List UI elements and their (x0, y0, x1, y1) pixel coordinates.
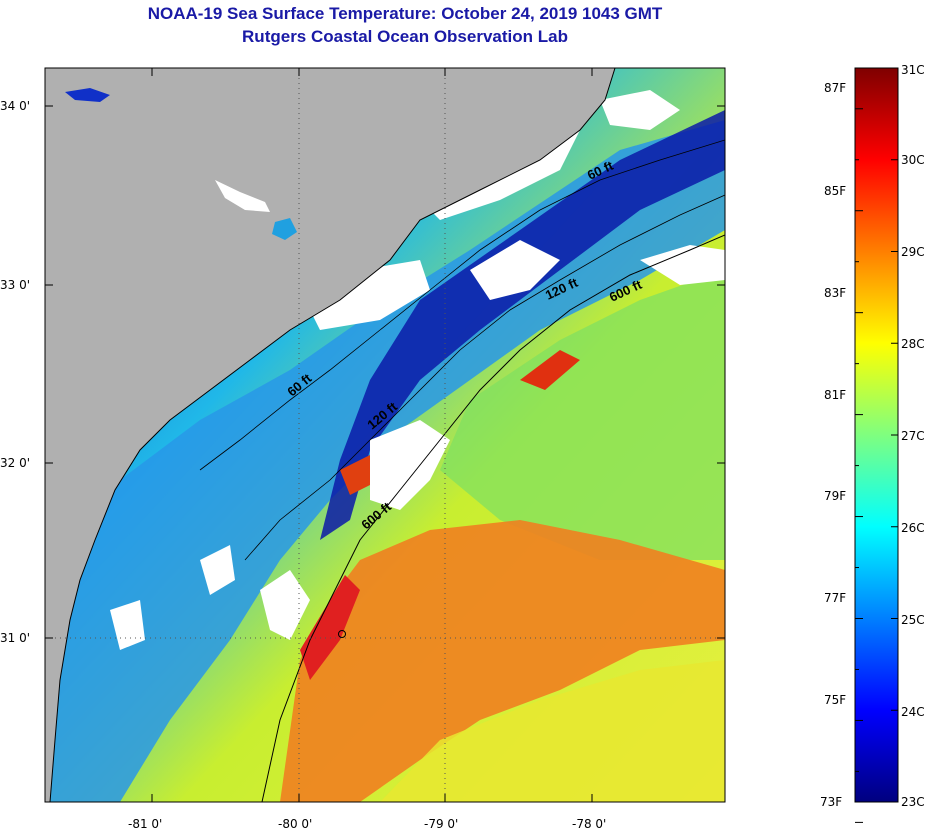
contour-600ft (261, 234, 725, 802)
southern-warm-zone (380, 660, 725, 802)
axis-ticks (45, 68, 725, 802)
colorbar-ticks (855, 67, 898, 823)
lon-label-80: -80 0' (278, 817, 312, 831)
offshore-mid-zone (440, 270, 725, 560)
lat-label-31: 31 0' (0, 631, 30, 645)
scale-label-77f: 77F (824, 591, 846, 605)
lon-label-79: -79 0' (424, 817, 458, 831)
inland-lake (272, 218, 297, 240)
contour-120ft (244, 194, 725, 561)
scale-label-24c: 24C (901, 705, 925, 719)
scale-label-83f: 83F (824, 286, 846, 300)
map-frame (44, 67, 726, 803)
nearshore-cool-band (45, 120, 725, 802)
inland-lake (65, 88, 110, 102)
lat-label-34: 34 0' (0, 99, 30, 113)
scale-label-79f: 79F (824, 489, 846, 503)
scale-label-30c: 30C (901, 153, 925, 167)
scale-label-28c: 28C (901, 337, 925, 351)
contour-60ft (199, 139, 725, 471)
cold-water-band (320, 110, 725, 540)
scale-label-27c: 27C (901, 429, 925, 443)
warm-eddy (520, 350, 580, 390)
map-subtitle: Rutgers Coastal Ocean Observation Lab (242, 27, 568, 46)
scale-label-85f: 85F (824, 184, 846, 198)
scale-label-29c: 29C (901, 245, 925, 259)
map-title: NOAA-19 Sea Surface Temperature: October… (147, 4, 663, 23)
land-mass (45, 68, 615, 802)
scale-label-26c: 26C (901, 521, 925, 535)
scale-label-25c: 25C (901, 613, 925, 627)
gulf-stream-warm-core (280, 520, 725, 802)
graticule (45, 68, 725, 802)
lat-label-32: 32 0' (0, 456, 30, 470)
lon-label-81: -81 0' (128, 817, 162, 831)
lon-label-78: -78 0' (572, 817, 606, 831)
lat-label-33: 33 0' (0, 278, 30, 292)
scale-label-73f: 73F (820, 795, 842, 809)
buoy-marker (338, 630, 346, 638)
gulf-stream-hot-edge (300, 575, 360, 680)
coastline (49, 68, 616, 802)
scale-label-75f: 75F (824, 693, 846, 707)
scale-label-81f: 81F (824, 388, 846, 402)
scale-label-87f: 87F (824, 81, 846, 95)
scale-label-31c: 31C (901, 63, 925, 77)
inland-cloud (215, 180, 270, 212)
scale-label-23c: 23C (901, 795, 925, 809)
